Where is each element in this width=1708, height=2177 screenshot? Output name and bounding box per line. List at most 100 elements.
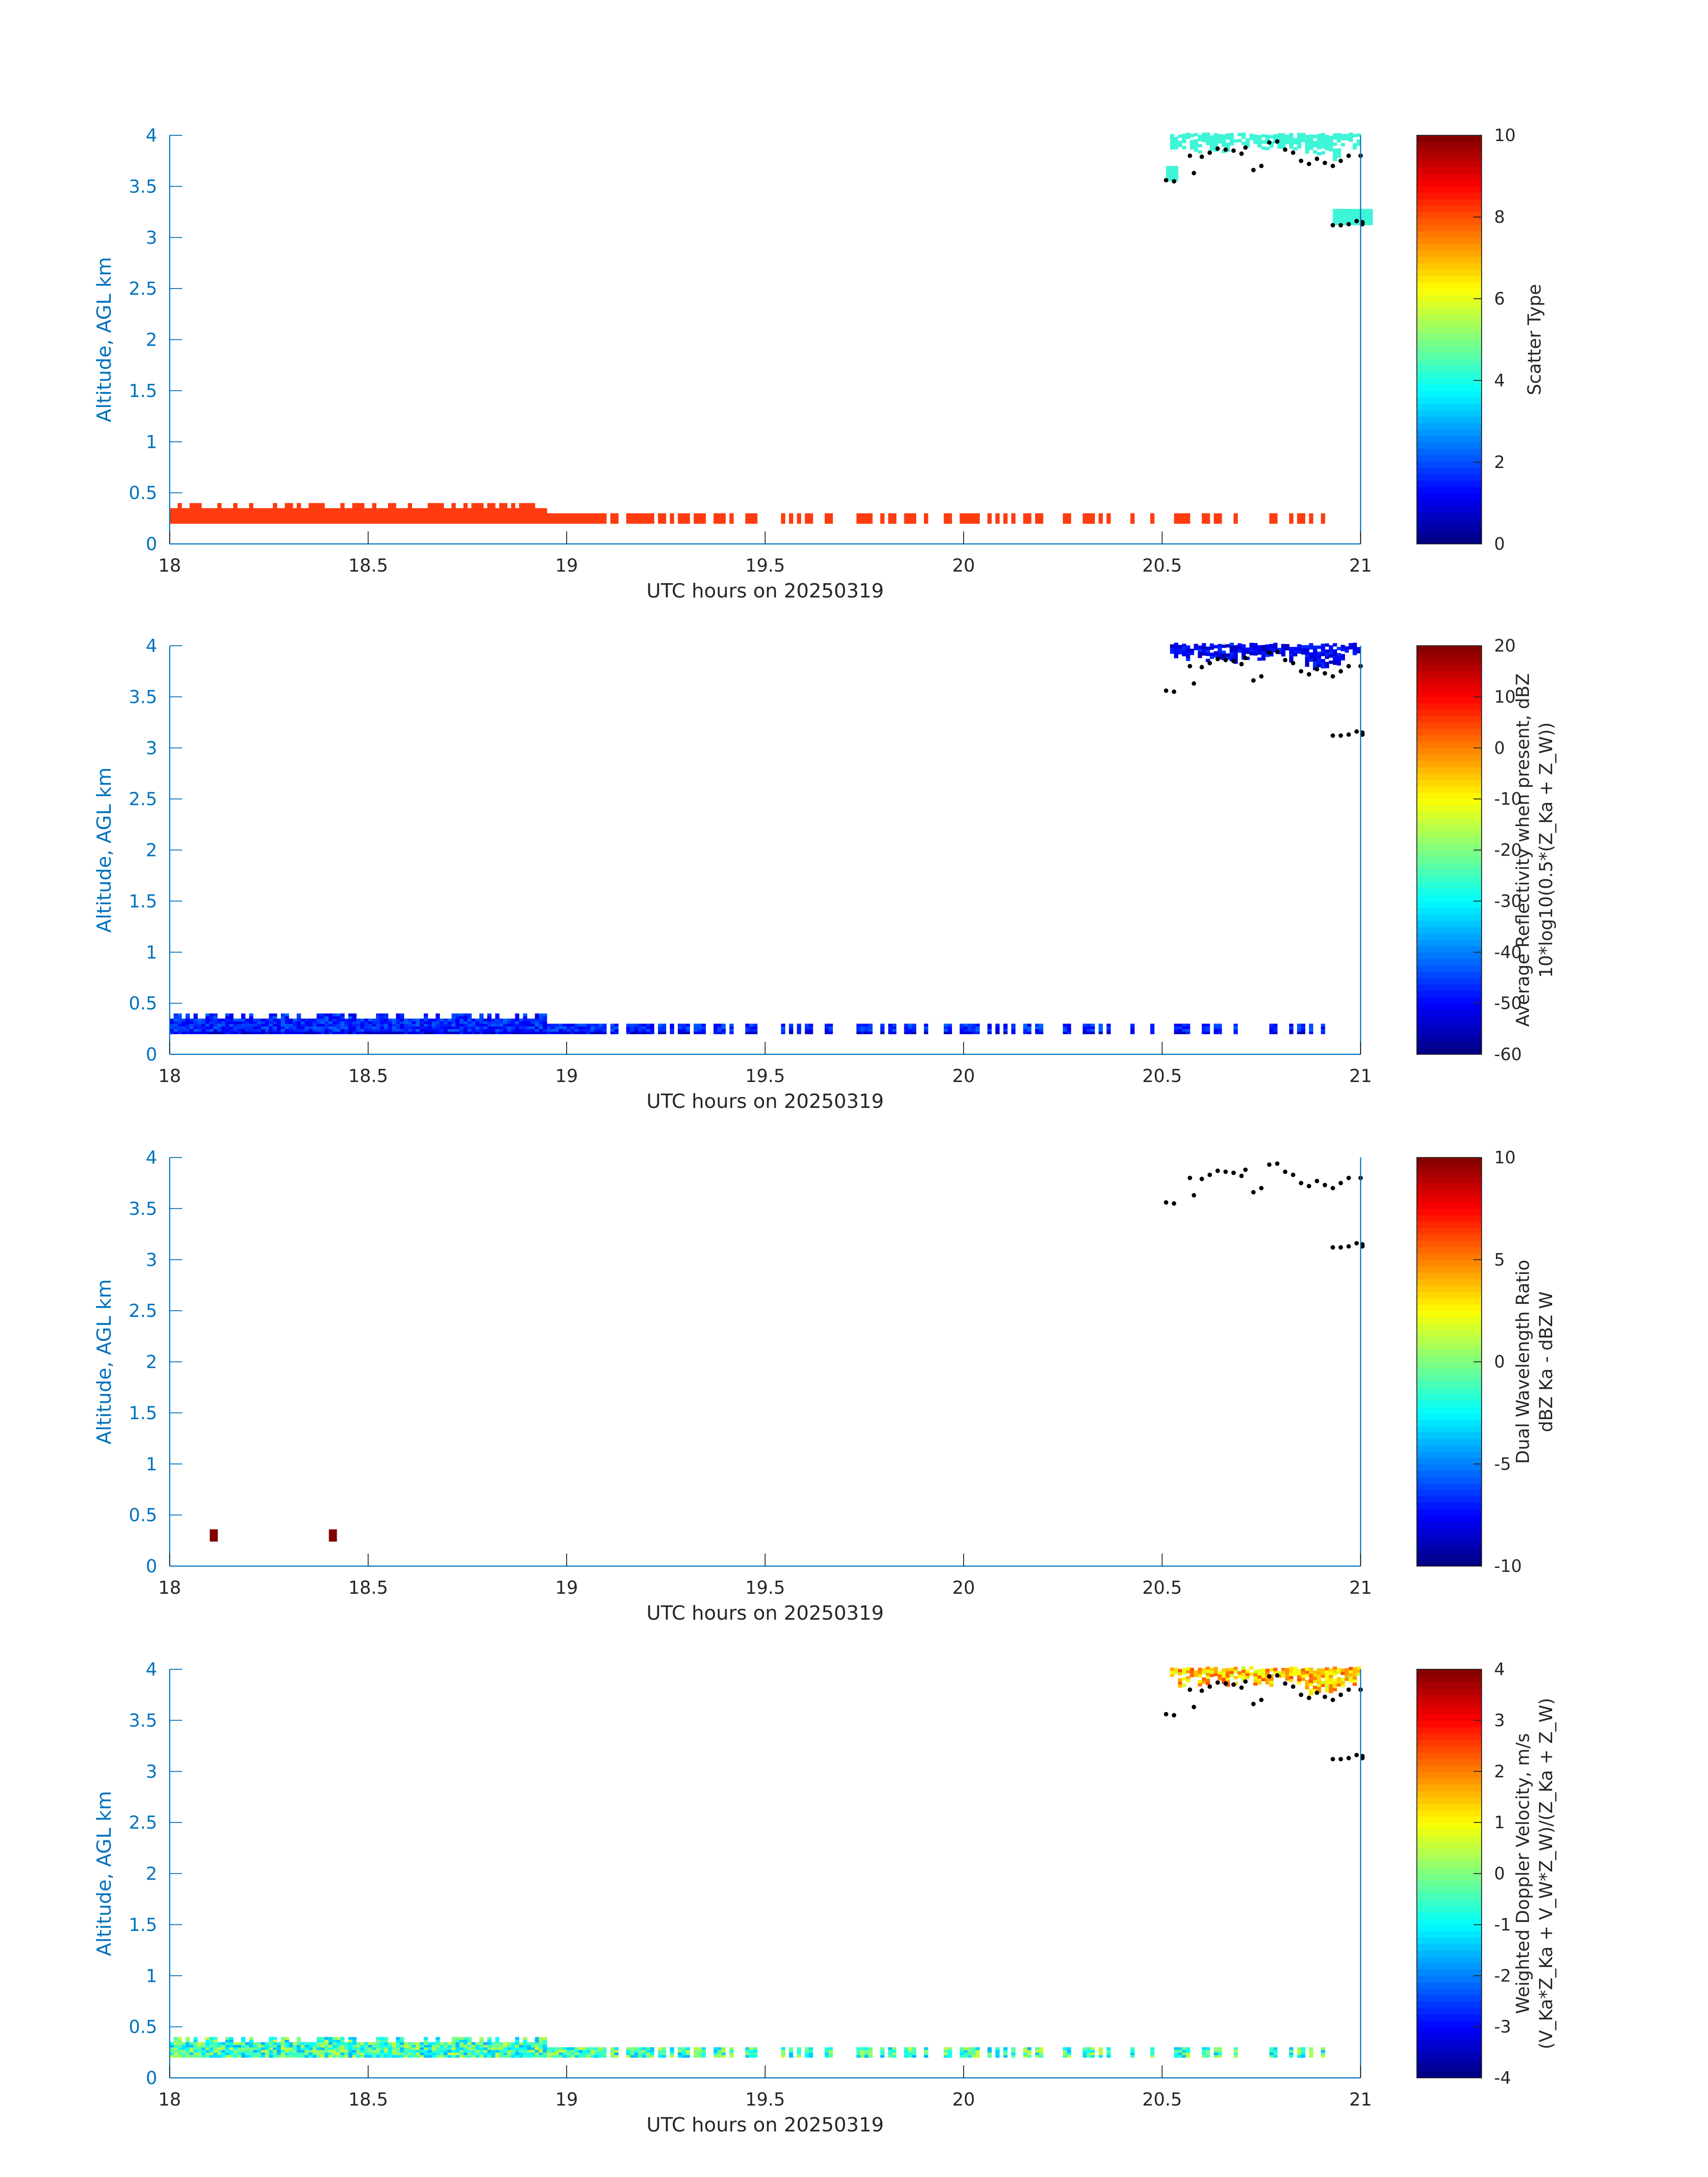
heatmap-cell [1170, 1673, 1174, 1677]
heatmap-cell [1067, 2055, 1071, 2058]
heatmap-cell [1336, 1667, 1341, 1671]
heatmap-cell [336, 1018, 341, 1022]
heatmap-cell [332, 2044, 337, 2047]
heatmap-cell [614, 518, 619, 522]
heatmap-cell [463, 2044, 468, 2047]
heatmap-cell [681, 2050, 686, 2053]
heatmap-cell [431, 2052, 436, 2056]
heatmap-cell [1225, 1671, 1230, 1675]
heatmap-cell [205, 510, 210, 514]
heatmap-cell [567, 521, 571, 524]
cloud-base-point [1346, 732, 1351, 737]
heatmap-cell [1321, 136, 1325, 139]
heatmap-cell [360, 2047, 365, 2050]
heatmap-cell [1107, 2052, 1111, 2056]
colorbar-segment [1417, 1387, 1482, 1394]
heatmap-cell [356, 2047, 361, 2050]
heatmap-cell [225, 2052, 230, 2056]
heatmap-cell [479, 2044, 484, 2047]
heatmap-cell [435, 2047, 440, 2050]
heatmap-cell [412, 2052, 416, 2056]
heatmap-cell [328, 1013, 333, 1016]
heatmap-cell [261, 1026, 265, 1029]
heatmap-cell [313, 2055, 317, 2058]
heatmap-cell [642, 1026, 647, 1029]
colorbar-segment [1417, 2001, 1482, 2008]
colorbar-segment [1417, 192, 1482, 200]
heatmap-cell [233, 508, 238, 511]
heatmap-cell [1328, 645, 1333, 649]
heatmap-cell [908, 2050, 913, 2053]
heatmap-cell [1293, 1672, 1298, 1676]
heatmap-cell [170, 2042, 174, 2045]
heatmap-cell [340, 510, 345, 514]
colorbar-segment [1417, 186, 1482, 193]
heatmap-cell [320, 518, 325, 522]
heatmap-cell [277, 2050, 281, 2053]
heatmap-cell [1317, 152, 1321, 156]
heatmap-cell [455, 1013, 460, 1016]
heatmap-cell [471, 2052, 476, 2056]
heatmap-cell [702, 1031, 706, 1034]
cloud-base-point [1239, 151, 1244, 156]
heatmap-cell [677, 1028, 682, 1032]
heatmap-cell [201, 2044, 206, 2047]
heatmap-cell [356, 503, 361, 506]
heatmap-cell [912, 1028, 916, 1032]
heatmap-cell [265, 513, 269, 516]
heatmap-cell [400, 2055, 405, 2058]
heatmap-cell [828, 2055, 833, 2058]
heatmap-cell [1221, 143, 1226, 147]
heatmap-cell [1321, 1031, 1325, 1034]
heatmap-cell [225, 518, 230, 522]
heatmap-cell [614, 2052, 619, 2056]
heatmap-cell [650, 1026, 655, 1029]
heatmap-cell [860, 513, 865, 516]
heatmap-cell [535, 1026, 539, 1029]
heatmap-cell [797, 2050, 802, 2053]
heatmap-cell [880, 2047, 885, 2050]
heatmap-cell [582, 1024, 587, 1027]
heatmap-cell [388, 503, 393, 506]
heatmap-cell [1233, 139, 1238, 143]
cloud-base-point [1346, 153, 1351, 158]
heatmap-cell [503, 1021, 508, 1024]
heatmap-cell [868, 2047, 873, 2050]
heatmap-cell [372, 506, 376, 509]
heatmap-cell [380, 2039, 384, 2043]
heatmap-cell [356, 1021, 361, 1024]
colorbar-segment [1417, 1918, 1482, 1925]
colorbar-segment [1417, 1988, 1482, 1995]
heatmap-cell [431, 2050, 436, 2053]
heatmap-cell [201, 2047, 206, 2050]
heatmap-cell [439, 1018, 444, 1022]
heatmap-cell [1277, 133, 1282, 137]
x-tick-label: 19 [555, 1578, 578, 1598]
heatmap-cell [1305, 657, 1310, 661]
heatmap-cell [277, 1018, 281, 1022]
heatmap-cell [213, 510, 218, 514]
heatmap-cell [288, 516, 293, 519]
heatmap-cell [781, 516, 785, 519]
heatmap-cell [451, 2050, 456, 2053]
heatmap-cell [229, 510, 234, 514]
heatmap-cell [229, 1016, 234, 1019]
heatmap-cell [515, 2044, 519, 2047]
heatmap-cell [348, 2044, 353, 2047]
heatmap-cell [555, 516, 559, 519]
heatmap-cell [527, 521, 531, 524]
heatmap-cell [443, 2055, 448, 2058]
cloud-base-point [1330, 733, 1335, 738]
heatmap-cell [380, 1031, 384, 1034]
heatmap-cell [594, 518, 599, 522]
heatmap-cell [423, 2037, 428, 2040]
colorbar-segment [1417, 754, 1482, 761]
colorbar-segment [1417, 429, 1482, 436]
heatmap-cell [284, 2052, 289, 2056]
heatmap-cell [1317, 1686, 1321, 1690]
heatmap-cell [860, 521, 865, 524]
heatmap-cell [685, 2047, 690, 2050]
heatmap-cell [380, 1018, 384, 1022]
heatmap-cell [1285, 1677, 1290, 1681]
heatmap-cell [975, 2050, 980, 2053]
